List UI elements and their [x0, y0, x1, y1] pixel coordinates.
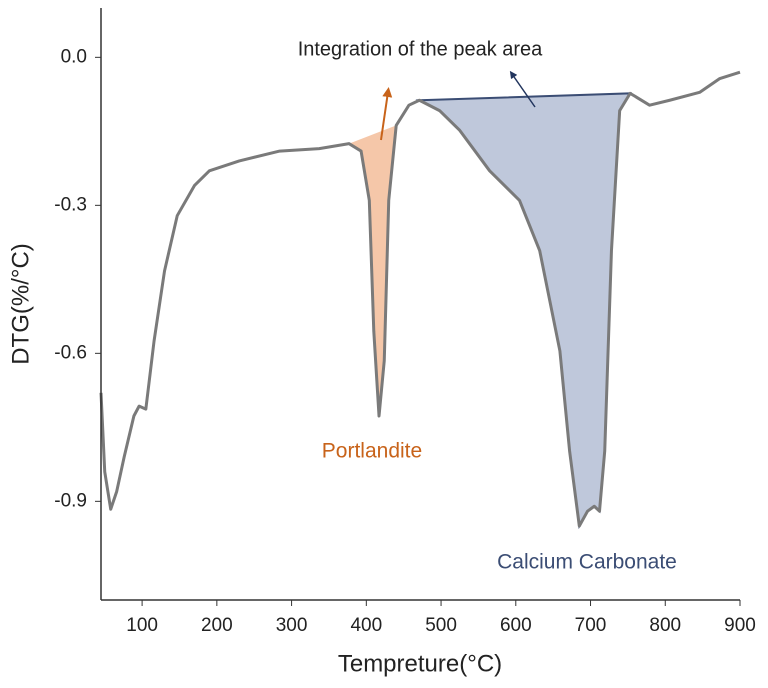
- x-tick-label: 200: [201, 615, 233, 636]
- x-tick-label: 100: [126, 615, 158, 636]
- x-tick-label: 400: [350, 615, 382, 636]
- x-axis-title: Tempreture(°C): [338, 650, 502, 677]
- arrow: [509, 70, 536, 108]
- peak-label: Calcium Carbonate: [497, 551, 677, 574]
- arrow: [380, 87, 393, 141]
- y-axis-title: DTG(%/°C): [7, 243, 34, 365]
- annotation: Integration of the peak area: [298, 38, 543, 60]
- x-tick-label: 500: [425, 615, 457, 636]
- peak-area: [415, 92, 632, 530]
- x-tick-label: 300: [276, 615, 308, 636]
- dtg-line: [99, 70, 741, 528]
- x-tick-label: 800: [649, 615, 681, 636]
- y-tick-label: -0.3: [54, 194, 87, 215]
- peak-label: Portlandite: [322, 440, 422, 463]
- y-tick-label: -0.6: [54, 342, 87, 363]
- x-tick-label: 900: [724, 615, 756, 636]
- y-tick-label: -0.9: [54, 490, 87, 511]
- x-tick-label: 700: [575, 615, 607, 636]
- plot-area: [99, 70, 741, 530]
- y-tick-label: 0.0: [61, 46, 87, 67]
- x-tick-label: 600: [500, 615, 532, 636]
